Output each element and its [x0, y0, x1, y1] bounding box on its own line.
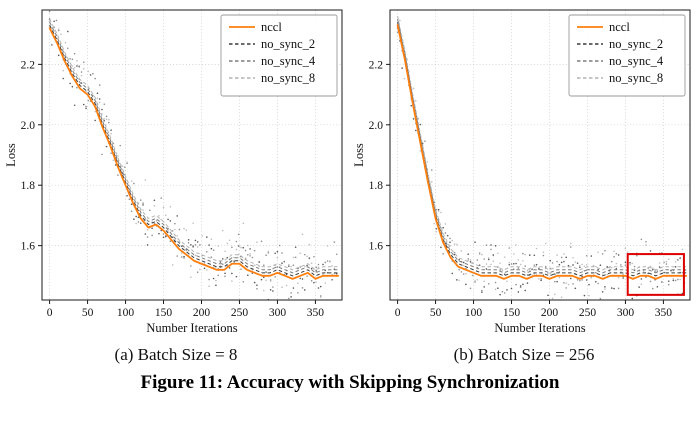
subcaption-a: (a) Batch Size = 8 [114, 345, 238, 364]
svg-text:200: 200 [541, 307, 559, 319]
svg-text:Number Iterations: Number Iterations [146, 321, 237, 335]
svg-text:2.2: 2.2 [369, 59, 384, 71]
svg-text:1.8: 1.8 [21, 180, 36, 192]
svg-text:350: 350 [655, 307, 673, 319]
svg-text:2.0: 2.0 [369, 120, 384, 132]
svg-text:50: 50 [430, 307, 442, 319]
svg-text:nccl: nccl [261, 20, 282, 34]
svg-text:no_sync_4: no_sync_4 [261, 54, 316, 68]
svg-text:200: 200 [193, 307, 211, 319]
svg-text:1.6: 1.6 [21, 241, 36, 253]
svg-text:nccl: nccl [609, 20, 630, 34]
svg-text:50: 50 [82, 307, 94, 319]
subfigure-b: 0 50 100 150 200 250 300 350 1.6 1.8 2.0 2.2 Number … [350, 4, 698, 365]
chart-batch-256: 0 50 100 150 200 250 300 350 1.6 1.8 2.0 2.2 Number … [352, 9, 691, 335]
svg-text:Loss: Loss [4, 143, 18, 167]
chart-batch-8: 0 50 100 150 200 250 300 350 1.6 1.8 2.0 2.2 Number … [4, 9, 343, 335]
svg-text:2.0: 2.0 [21, 120, 36, 132]
svg-text:150: 150 [503, 307, 521, 319]
svg-text:0: 0 [47, 307, 53, 319]
svg-text:350: 350 [307, 307, 325, 319]
svg-text:150: 150 [155, 307, 173, 319]
subfigure-row: 0 50 100 150 200 250 300 350 1.6 1.8 2.0 2.2 Number … [2, 4, 698, 365]
svg-text:300: 300 [269, 307, 287, 319]
figure-caption: Figure 11: Accuracy with Skipping Synchr… [140, 372, 560, 393]
svg-text:no_sync_2: no_sync_2 [609, 37, 663, 51]
svg-text:no_sync_8: no_sync_8 [609, 71, 663, 85]
svg-text:0: 0 [395, 307, 401, 319]
svg-text:250: 250 [579, 307, 597, 319]
svg-text:100: 100 [465, 307, 483, 319]
svg-text:300: 300 [617, 307, 635, 319]
svg-text:1.8: 1.8 [369, 180, 384, 192]
svg-text:no_sync_2: no_sync_2 [261, 37, 315, 51]
svg-text:2.2: 2.2 [21, 59, 36, 71]
svg-text:1.6: 1.6 [369, 241, 384, 253]
subcaption-b: (b) Batch Size = 256 [453, 345, 595, 364]
subfigure-a: 0 50 100 150 200 250 300 350 1.6 1.8 2.0 2.2 Number … [2, 4, 350, 365]
svg-text:250: 250 [231, 307, 249, 319]
svg-text:no_sync_8: no_sync_8 [261, 71, 315, 85]
svg-text:Loss: Loss [352, 143, 366, 167]
svg-text:100: 100 [117, 307, 135, 319]
svg-text:no_sync_4: no_sync_4 [609, 54, 664, 68]
svg-text:Number Iterations: Number Iterations [494, 321, 585, 335]
